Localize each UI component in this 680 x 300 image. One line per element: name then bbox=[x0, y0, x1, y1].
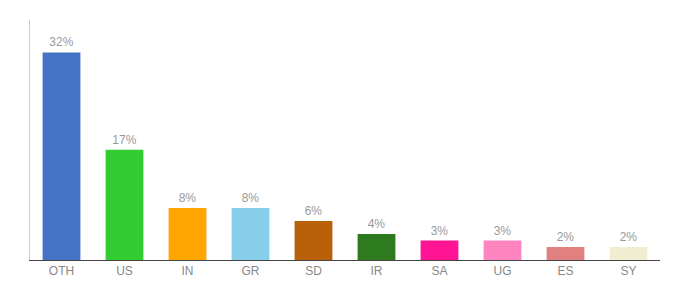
svg-text:2%: 2% bbox=[557, 230, 575, 244]
svg-text:OTH: OTH bbox=[49, 264, 74, 278]
svg-text:17%: 17% bbox=[112, 133, 136, 147]
svg-text:8%: 8% bbox=[179, 191, 197, 205]
svg-text:32%: 32% bbox=[49, 35, 73, 49]
svg-text:3%: 3% bbox=[494, 224, 512, 238]
svg-text:SY: SY bbox=[620, 264, 636, 278]
svg-text:8%: 8% bbox=[242, 191, 260, 205]
svg-text:UG: UG bbox=[494, 264, 512, 278]
svg-text:SD: SD bbox=[305, 264, 322, 278]
svg-text:ES: ES bbox=[557, 264, 573, 278]
svg-text:IN: IN bbox=[182, 264, 194, 278]
svg-text:GR: GR bbox=[242, 264, 260, 278]
svg-text:IR: IR bbox=[371, 264, 383, 278]
svg-text:4%: 4% bbox=[368, 217, 386, 231]
svg-text:US: US bbox=[116, 264, 133, 278]
svg-text:2%: 2% bbox=[620, 230, 638, 244]
svg-text:6%: 6% bbox=[305, 204, 323, 218]
svg-text:SA: SA bbox=[431, 264, 447, 278]
svg-text:3%: 3% bbox=[431, 224, 449, 238]
